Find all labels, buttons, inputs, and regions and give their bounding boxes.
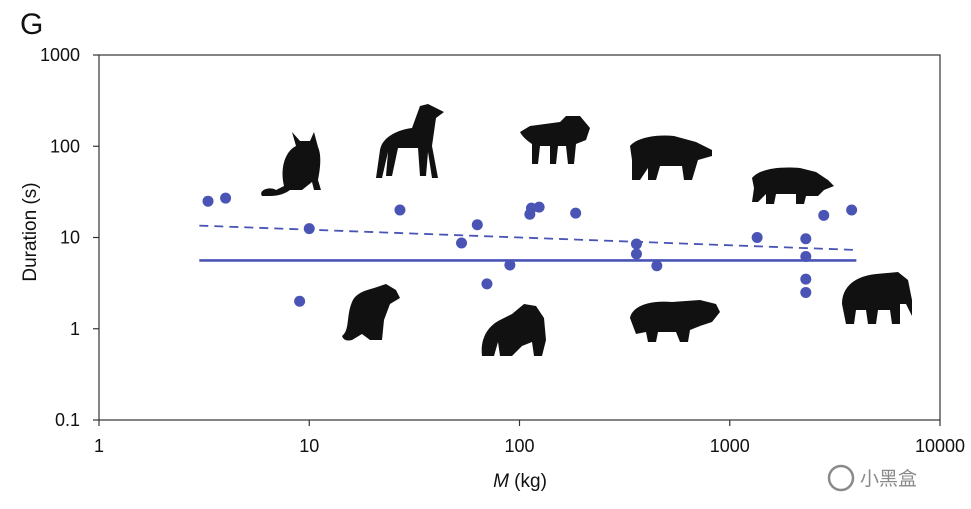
y-tick-label: 10 <box>60 228 80 248</box>
data-point <box>800 233 812 245</box>
y-axis-ticks: 0.1 1 10 100 1000 <box>40 45 99 430</box>
x-tick-label: 1000 <box>710 436 750 456</box>
data-point <box>630 248 642 260</box>
x-tick-label: 1 <box>94 436 104 456</box>
x-tick-label: 10 <box>299 436 319 456</box>
data-point <box>651 260 663 272</box>
data-point <box>481 278 493 290</box>
cat-silhouette-icon <box>261 132 321 196</box>
data-point <box>294 295 306 307</box>
data-point <box>504 259 516 271</box>
data-point <box>570 207 582 219</box>
data-point <box>303 223 315 235</box>
y-tick-label: 0.1 <box>55 410 80 430</box>
y-tick-label: 1000 <box>40 45 80 65</box>
y-tick-label: 1 <box>70 319 80 339</box>
data-point <box>220 192 232 204</box>
y-axis-label: Duration (s) <box>20 182 41 281</box>
data-point <box>533 201 545 213</box>
x-axis-label: M (kg) <box>493 471 547 492</box>
data-point <box>202 195 214 207</box>
hippopotamus-silhouette-icon <box>630 300 720 342</box>
data-point <box>456 237 468 249</box>
x-tick-label: 100 <box>504 436 534 456</box>
dog-silhouette-icon <box>342 284 400 341</box>
data-point <box>471 219 483 231</box>
rhinoceros-silhouette-icon <box>752 167 834 204</box>
y-tick-label: 100 <box>50 136 80 156</box>
panel-letter: G <box>20 8 43 41</box>
data-point <box>394 204 406 216</box>
data-points <box>202 192 858 307</box>
elephant-silhouette-icon <box>842 272 912 324</box>
data-point <box>800 286 812 298</box>
data-point <box>800 250 812 262</box>
data-point <box>630 238 642 250</box>
animal-silhouettes <box>261 104 912 356</box>
x-tick-label: 10000 <box>915 436 965 456</box>
gorilla-silhouette-icon <box>481 304 546 356</box>
watermark: 小黑盒 <box>827 464 917 492</box>
x-axis-ticks: 1 10 100 1000 10000 <box>94 420 965 456</box>
data-point <box>818 209 830 221</box>
greyhound-silhouette-icon <box>376 104 444 178</box>
regression-lines <box>199 224 857 262</box>
lion-silhouette-icon <box>520 116 590 164</box>
data-point <box>846 204 858 216</box>
data-point <box>800 273 812 285</box>
bear-silhouette-icon <box>630 135 712 180</box>
watermark-logo-icon <box>827 464 855 492</box>
data-point <box>751 232 763 243</box>
watermark-text: 小黑盒 <box>860 468 917 490</box>
